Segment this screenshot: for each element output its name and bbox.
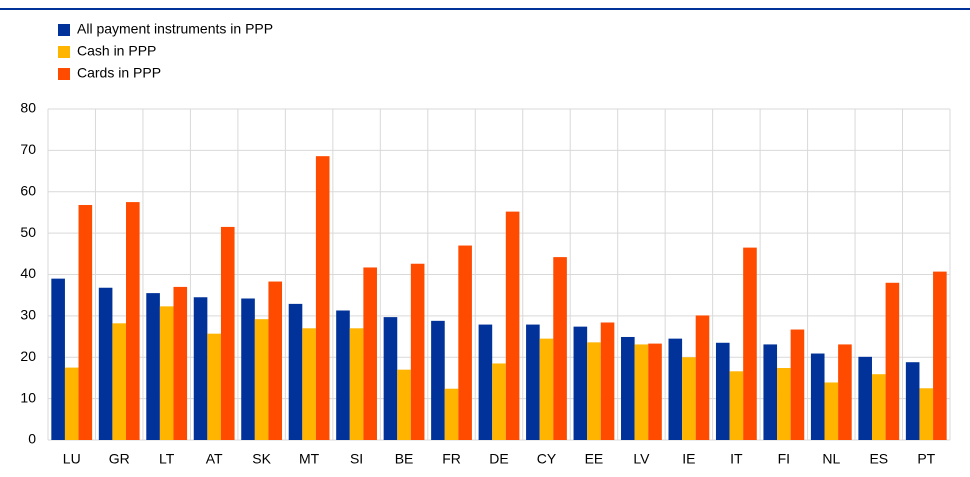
bar	[383, 317, 398, 440]
bar	[634, 344, 649, 440]
y-tick-label: 0	[28, 431, 36, 447]
bar	[173, 286, 188, 440]
bar	[777, 368, 791, 440]
bar	[397, 369, 411, 440]
y-tick-label: 70	[20, 141, 36, 157]
bar	[207, 333, 221, 440]
bar	[220, 226, 235, 440]
bar	[790, 329, 805, 440]
x-tick-label: ES	[869, 451, 888, 467]
bar	[146, 293, 160, 440]
bar	[159, 306, 174, 440]
bar	[763, 344, 778, 440]
bar	[885, 282, 900, 440]
x-tick-label: DE	[489, 451, 508, 467]
bar	[193, 297, 208, 440]
bar	[302, 328, 316, 440]
bar	[254, 319, 269, 440]
x-tick-label: NL	[822, 451, 840, 467]
x-tick-label: LU	[63, 451, 81, 467]
y-tick-label: 80	[20, 100, 36, 116]
legend-label: Cards in PPP	[77, 65, 161, 81]
bar	[715, 342, 730, 440]
x-tick-label: GR	[109, 451, 130, 467]
y-tick-label: 50	[20, 224, 36, 240]
bar	[458, 245, 472, 440]
bar	[410, 263, 425, 440]
bar	[78, 204, 93, 440]
bar	[871, 374, 886, 440]
x-tick-label: SK	[252, 451, 271, 467]
bar	[858, 356, 872, 440]
bar	[444, 388, 459, 440]
bar	[743, 247, 757, 440]
x-tick-label: LT	[159, 451, 175, 467]
y-tick-label: 40	[20, 265, 36, 281]
bar	[648, 343, 662, 440]
bar	[64, 367, 79, 440]
bar	[431, 320, 445, 440]
legend-swatch	[58, 24, 70, 36]
bar	[336, 310, 350, 440]
bar	[98, 287, 113, 440]
legend-label: All payment instruments in PPP	[77, 21, 273, 37]
bar	[729, 371, 744, 440]
bar	[919, 388, 934, 440]
x-tick-label: FR	[442, 451, 461, 467]
x-tick-label: BE	[395, 451, 414, 467]
x-tick-label: AT	[206, 451, 223, 467]
bar	[112, 323, 127, 440]
y-tick-label: 10	[20, 389, 36, 405]
bar	[668, 338, 683, 440]
x-tick-label: IE	[682, 451, 695, 467]
legend-swatch	[58, 46, 70, 58]
bar	[824, 382, 839, 440]
bar	[682, 357, 696, 440]
bar	[126, 202, 140, 440]
bar	[315, 156, 330, 441]
bar	[478, 324, 493, 440]
x-tick-label: EE	[585, 451, 604, 467]
bar	[492, 363, 506, 440]
bar	[363, 267, 377, 440]
bar	[268, 281, 283, 440]
x-tick-label: SI	[350, 451, 363, 467]
x-tick-label: FI	[778, 451, 790, 467]
bar	[933, 271, 947, 440]
y-tick-label: 30	[20, 307, 36, 323]
bar	[573, 326, 588, 440]
y-tick-label: 60	[20, 182, 36, 198]
x-tick-label: LV	[633, 451, 650, 467]
x-tick-label: CY	[537, 451, 557, 467]
x-tick-label: PT	[917, 451, 935, 467]
bar	[695, 315, 710, 440]
bar	[526, 324, 540, 440]
bar	[539, 338, 554, 440]
legend-swatch	[58, 68, 70, 80]
x-tick-label: IT	[730, 451, 743, 467]
y-tick-label: 20	[20, 348, 36, 364]
bar	[587, 342, 601, 440]
bar	[905, 362, 920, 440]
x-tick-label: MT	[299, 451, 320, 467]
bar	[838, 344, 852, 440]
bar	[349, 328, 364, 440]
bar	[553, 257, 567, 440]
legend-label: Cash in PPP	[77, 43, 156, 59]
bar	[810, 353, 825, 440]
bar	[505, 211, 520, 440]
bar	[288, 303, 303, 440]
bar	[241, 298, 255, 440]
bar	[600, 322, 615, 440]
bar	[621, 336, 635, 440]
bar	[51, 278, 65, 440]
